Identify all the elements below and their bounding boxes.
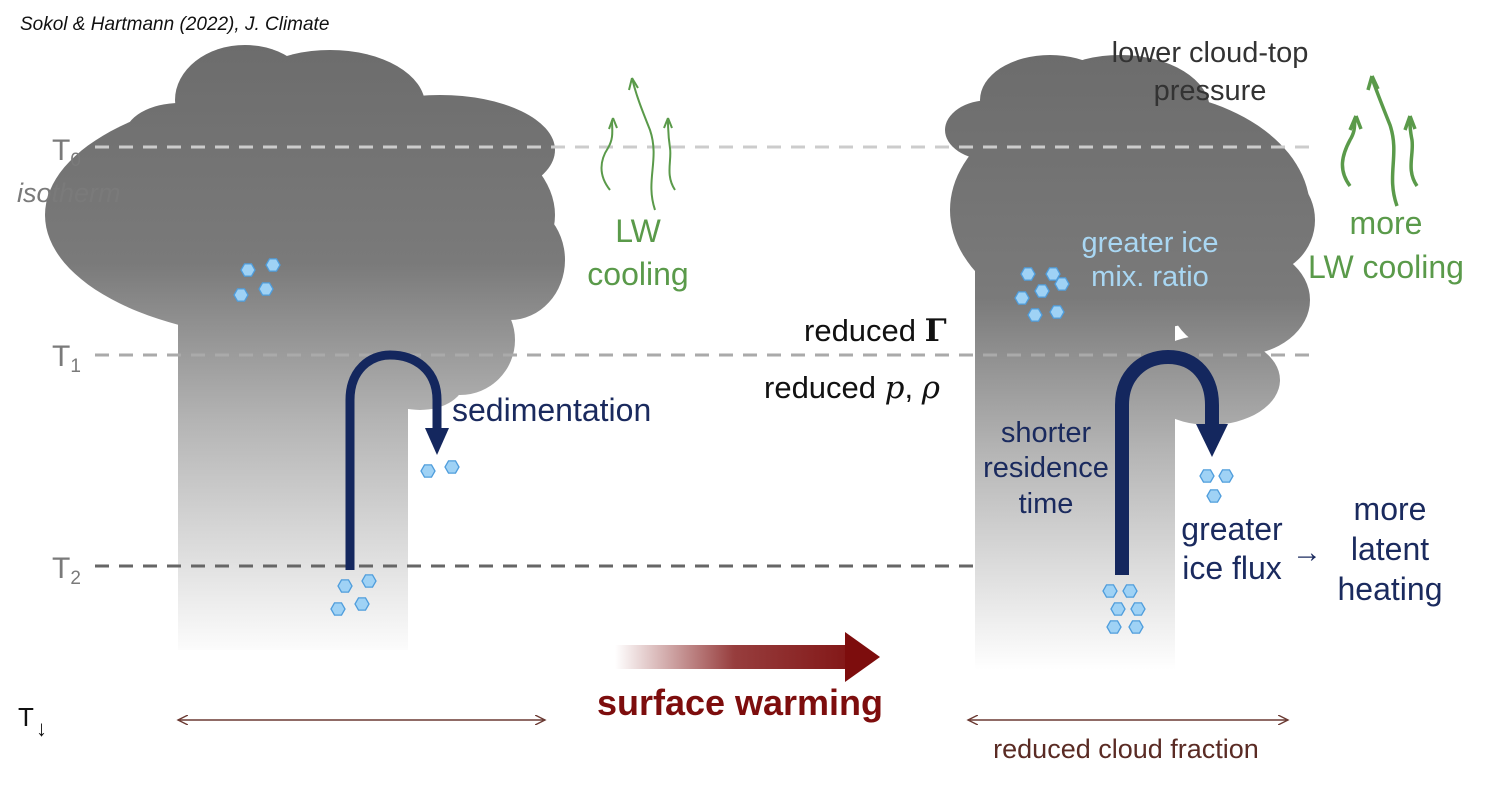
left-cloud: [45, 45, 565, 650]
ctp-line1: lower cloud-top: [1112, 37, 1309, 69]
latent-line1: more: [1354, 491, 1427, 527]
arrow-glyph: →: [1292, 536, 1322, 569]
left-lw-squiggle-icon: [600, 77, 676, 211]
left-lw-line1: LW: [615, 213, 661, 249]
ice-crystal-icon: [258, 282, 274, 296]
ice-crystal-icon: [361, 574, 377, 588]
more-lw-line1: more: [1350, 205, 1423, 241]
right-ice-crystals-middle: [1199, 469, 1234, 503]
reduced-p-rho-label: reduced p, ρ: [764, 370, 940, 406]
right-ice-crystals-upper: [1014, 267, 1070, 322]
ice-crystal-icon: [337, 579, 353, 593]
t0-label: T0: [52, 134, 81, 171]
ice-crystal-icon: [1027, 308, 1043, 322]
cloud-fraction-label: reduced cloud fraction: [993, 734, 1259, 764]
right-ice-crystals-lower: [1102, 584, 1146, 634]
left-lw-line2: cooling: [587, 256, 688, 292]
t2-label: T2: [52, 552, 81, 589]
ice-crystal-icon: [444, 460, 460, 474]
ice-crystal-icon: [1020, 267, 1036, 281]
left-sedimentation-arrow: [345, 350, 449, 570]
ice-crystal-icon: [233, 288, 249, 302]
ice-mix-line2: mix. ratio: [1091, 261, 1209, 293]
ice-crystal-icon: [1102, 584, 1118, 598]
ctp-line2: pressure: [1154, 75, 1267, 107]
left-ice-crystals-middle: [420, 460, 460, 478]
residence-line1: shorter: [1001, 417, 1092, 449]
t1-label: T1: [52, 340, 81, 377]
isotherm-lines: [95, 145, 1312, 568]
right-cloud: [945, 55, 1315, 670]
t-axis-label: T: [18, 702, 34, 732]
sedimentation-label: sedimentation: [452, 392, 651, 428]
ice-crystal-icon: [1218, 469, 1234, 483]
latent-line2: latent: [1351, 531, 1429, 567]
ice-crystal-icon: [1128, 620, 1144, 634]
surface-warming-label: surface warming: [597, 682, 883, 723]
ice-mix-line1: greater ice: [1081, 227, 1218, 259]
residence-line2: residence: [983, 452, 1109, 484]
ice-crystal-icon: [354, 597, 370, 611]
ice-crystal-icon: [1034, 284, 1050, 298]
citation-text: Sokol & Hartmann (2022), J. Climate: [20, 14, 329, 35]
isotherm-label: isotherm: [17, 178, 121, 208]
ice-crystal-icon: [330, 602, 346, 616]
ice-crystal-icon: [1049, 305, 1065, 319]
ice-flux-line1: greater: [1181, 511, 1283, 547]
ice-crystal-icon: [1199, 469, 1215, 483]
ice-crystal-icon: [1122, 584, 1138, 598]
reduced-gamma-label: reduced Γ: [804, 313, 947, 349]
ice-crystal-icon: [1054, 277, 1070, 291]
t-down-arrow-icon: ↓: [36, 716, 47, 741]
ice-crystal-icon: [1130, 602, 1146, 616]
left-ice-crystals-lower: [330, 574, 377, 616]
ice-crystal-icon: [265, 258, 281, 272]
ice-crystal-icon: [1106, 620, 1122, 634]
left-ice-crystals-upper: [233, 258, 281, 302]
right-sedimentation-arrow: [1115, 349, 1228, 575]
ice-crystal-icon: [1014, 291, 1030, 305]
residence-line3: time: [1019, 488, 1074, 520]
surface-warming-arrow: [615, 632, 880, 682]
ice-crystal-icon: [420, 464, 436, 478]
right-lw-squiggle-icon: [1340, 75, 1419, 207]
ice-flux-line2: ice flux: [1182, 550, 1282, 586]
ice-crystal-icon: [1110, 602, 1126, 616]
ice-crystal-icon: [1206, 489, 1222, 503]
ice-crystal-icon: [240, 263, 256, 277]
more-lw-line2: LW cooling: [1308, 249, 1464, 285]
latent-line3: heating: [1338, 571, 1443, 607]
